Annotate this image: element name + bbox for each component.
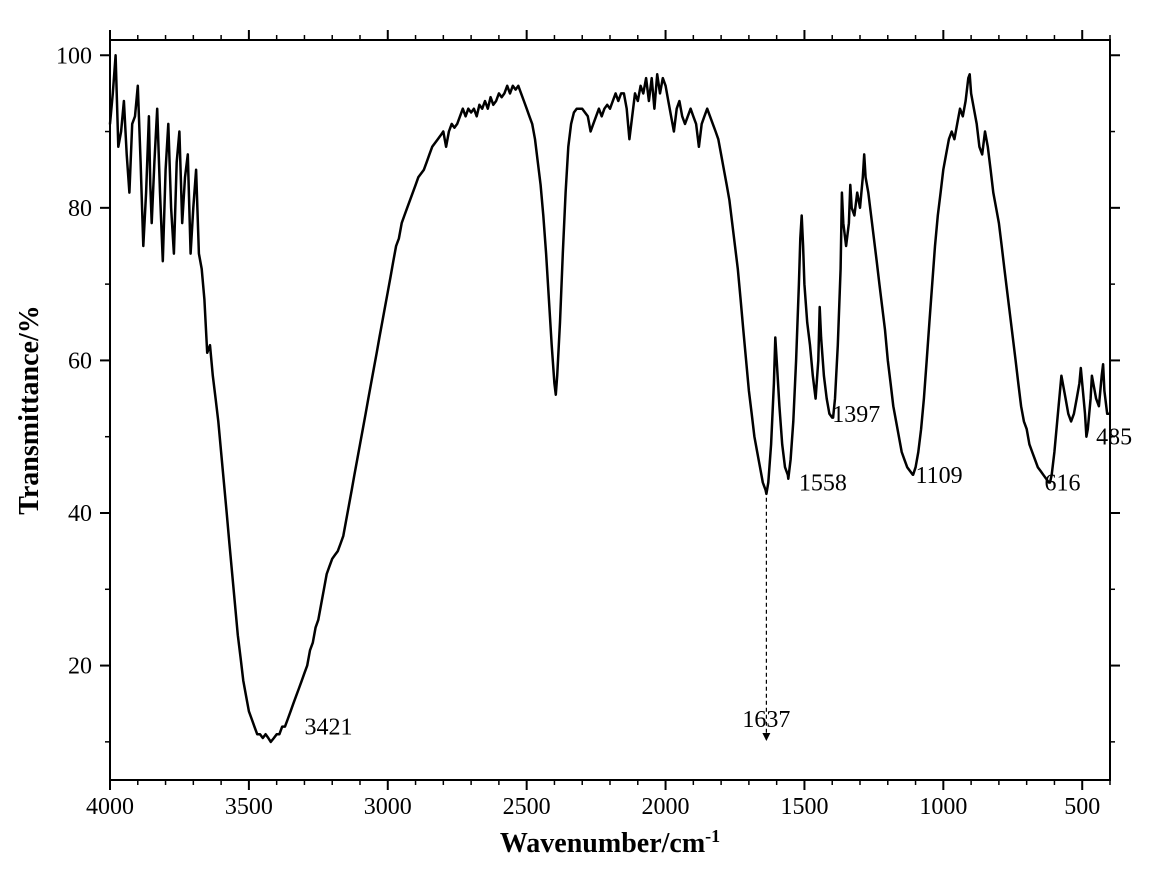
peak-label: 616 [1044,470,1080,496]
y-tick-label: 100 [56,43,92,69]
ftir-spectrum-chart: 4000 3500 3000 2500 2000 1500 1000 500 20 40 60 80 1… [0,0,1150,886]
y-tick-label: 60 [68,348,92,374]
y-axis-title: Transmittance/% [14,305,45,514]
peak-label: 1637 [742,707,790,733]
x-tick-label: 3500 [225,794,273,820]
peak-label: 3421 [304,715,352,741]
plot-frame [110,40,1110,780]
x-tick-label: 500 [1064,794,1100,820]
x-tick-label: 4000 [86,794,134,820]
peak-label: 485 [1096,425,1132,451]
peak-arrow-head [762,733,770,741]
peak-label: 1109 [916,463,963,489]
peak-label: 1558 [799,470,847,496]
y-tick-label: 20 [68,654,92,680]
peak-label: 1397 [832,402,880,428]
spectrum-line [110,55,1109,742]
y-tick-label: 80 [68,196,92,222]
x-tick-label: 1500 [780,794,828,820]
x-tick-label: 3000 [364,794,412,820]
x-tick-label: 2000 [642,794,690,820]
x-tick-label: 1000 [919,794,967,820]
y-tick-label: 40 [68,501,92,527]
x-tick-label: 2500 [503,794,551,820]
x-axis-title: Wavenumber/cm-1 [500,826,720,859]
